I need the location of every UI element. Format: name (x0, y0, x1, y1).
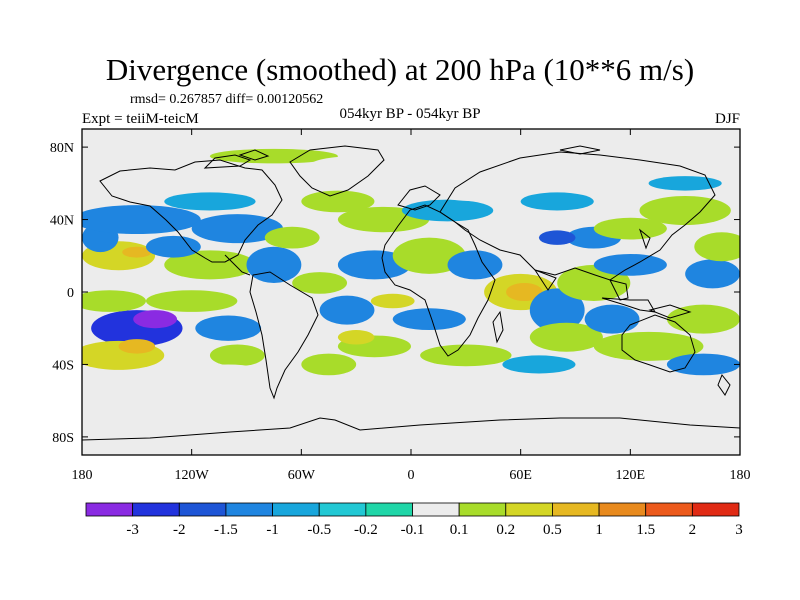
divergence-cell-31 (337, 330, 375, 345)
divergence-cell-53 (191, 364, 265, 383)
divergence-cell-24 (447, 250, 503, 280)
lat-tick-label: 80N (50, 141, 74, 156)
period-label: 054kyr BP - 054kyr BP (339, 106, 481, 122)
season-label: DJF (714, 111, 740, 127)
colorbar-swatch-5 (318, 502, 367, 517)
lat-tick-label: 40N (50, 214, 74, 229)
divergence-cell-49 (639, 196, 731, 225)
axis-tick-labels: 80N 40N 0 40S 80S 180 120W 60W 0 60E 120E 180 (50, 141, 751, 483)
divergence-cell-51 (648, 176, 722, 191)
colorbar-label: 1 (595, 522, 603, 538)
colorbar-swatch-13 (691, 502, 740, 517)
colorbar-swatch-6 (365, 502, 413, 517)
divergence-cell-26 (429, 183, 539, 202)
divergence-cell-48 (694, 232, 740, 262)
divergence-field (82, 129, 740, 455)
divergence-cell-52 (666, 353, 740, 376)
colorbar-label: 0.2 (496, 522, 515, 538)
divergence-cell-46 (666, 304, 740, 334)
divergence-cell-14 (191, 214, 284, 244)
plot-title: Divergence (smoothed) at 200 hPa (10**6 … (105, 52, 695, 87)
divergence-cell-5 (145, 290, 238, 312)
divergence-cell-45 (593, 331, 704, 361)
colorbar-swatch-0 (85, 502, 134, 517)
coastlines (82, 145, 740, 441)
lat-tick-label: 80S (52, 431, 74, 446)
divergence-cell-32 (392, 308, 466, 331)
divergence-cell-33 (420, 344, 512, 367)
divergence-cell-25 (401, 199, 494, 222)
lon-tick-label: 120E (616, 468, 646, 483)
divergence-cell-27 (292, 272, 348, 294)
lon-tick-label: 60E (509, 468, 532, 483)
colorbar-swatch-9 (505, 502, 553, 517)
lon-tick-label: 0 (408, 468, 415, 483)
colorbar-swatch-3 (225, 502, 273, 517)
colorbar-label: 2 (689, 522, 697, 538)
colorbar-label: -0.2 (354, 522, 378, 538)
divergence-cell-29 (301, 353, 357, 376)
divergence-cell-16 (264, 226, 320, 249)
divergence-cell-20 (301, 190, 375, 213)
divergence-cell-44 (593, 217, 667, 240)
colorbar-label: 1.5 (636, 522, 655, 538)
colorbar-label: 0.1 (450, 522, 469, 538)
colorbar-label: -2 (173, 522, 186, 538)
lon-tick-label: 180 (730, 468, 751, 483)
colorbar-swatch-11 (598, 502, 647, 517)
colorbar-swatch-8 (458, 502, 507, 517)
divergence-cell-4 (82, 290, 146, 312)
rmsd-stats: rmsd= 0.267857 diff= 0.00120562 (130, 92, 324, 107)
divergence-cell-41 (593, 253, 667, 276)
divergence-cell-7 (209, 344, 265, 367)
lon-tick-label: 180 (72, 468, 93, 483)
divergence-cell-15 (246, 246, 302, 283)
lon-tick-label: 60W (288, 468, 316, 483)
divergence-cell-6 (195, 315, 262, 341)
colorbar-label: -1.5 (214, 522, 238, 538)
divergence-cell-9 (122, 246, 152, 258)
divergence-cell-28 (319, 295, 375, 325)
divergence-cell-47 (685, 259, 740, 289)
divergence-cell-22 (337, 250, 412, 280)
colorbar-swatch-4 (272, 502, 320, 517)
lat-tick-label: 0 (67, 286, 74, 301)
divergence-cell-19 (310, 156, 402, 175)
divergence-cell-11 (145, 235, 201, 258)
lat-tick-label: 40S (52, 358, 74, 373)
colorbar-swatch-12 (645, 502, 693, 517)
divergence-cell-43 (538, 230, 576, 245)
divergence-cell-3 (118, 339, 156, 354)
colorbar-label: -3 (126, 522, 139, 538)
experiment-label: Expt = teiiM-teicM (82, 111, 199, 127)
colorbar-swatch-1 (132, 502, 180, 517)
colorbar-label: -1 (266, 522, 279, 538)
divergence-cell-17 (164, 192, 256, 211)
colorbar-label: -0.5 (307, 522, 331, 538)
divergence-cell-13 (82, 205, 201, 235)
colorbar-label: 0.5 (543, 522, 562, 538)
divergence-cell-1 (133, 310, 178, 329)
divergence-cell-54 (502, 355, 576, 374)
divergence-cell-37 (529, 288, 585, 332)
divergence-cell-40 (584, 304, 640, 334)
colorbar-label: 3 (735, 522, 743, 538)
divergence-cell-55 (370, 293, 415, 309)
divergence-cell-38 (529, 322, 603, 352)
colorbar-swatch-7 (412, 502, 460, 517)
colorbar: -3 -2 -1.5 -1 -0.5 -0.2 -0.1 0.1 0.2 0.5 1 1.5 2 3 (85, 502, 743, 538)
axis-ticks (81, 129, 741, 455)
divergence-cell-50 (520, 192, 594, 211)
colorbar-label: -0.1 (401, 522, 425, 538)
divergence-cell-35 (506, 282, 543, 302)
colorbar-swatch-2 (178, 502, 227, 517)
colorbar-swatch-10 (552, 502, 600, 517)
lon-tick-label: 120W (175, 468, 210, 483)
